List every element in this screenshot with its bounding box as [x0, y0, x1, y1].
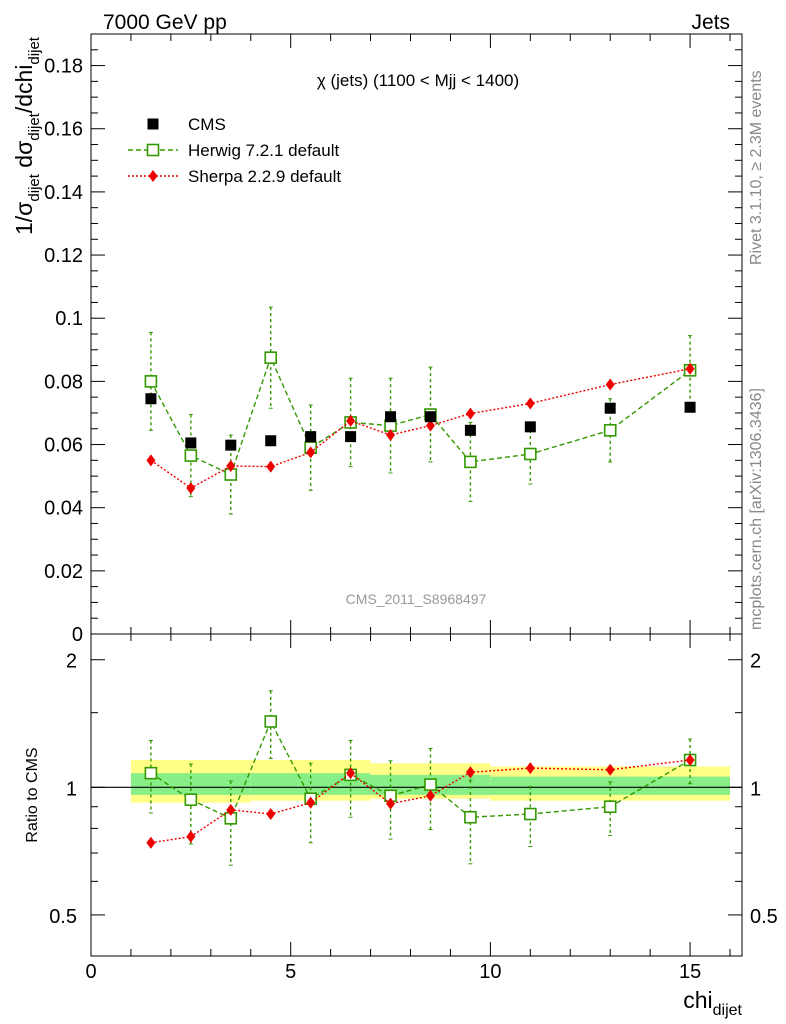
main-cms-point [684, 401, 696, 413]
main-sherpa-point [226, 460, 236, 472]
ratio-sherpa-point [425, 789, 435, 802]
main-herwig-point [603, 424, 617, 437]
main-sherpa-point [465, 407, 475, 420]
ratio-sherpa-point [465, 766, 475, 779]
legend-herwig-marker [146, 143, 160, 157]
ratio-herwig-point [424, 778, 437, 791]
legend-cms-marker [147, 118, 159, 130]
ratio-herwig-point [144, 766, 158, 780]
ratio-y-tick-label: 2 [66, 651, 77, 673]
y-tick-label: 0.08 [44, 371, 83, 393]
ratio-herwig-point [524, 807, 537, 821]
y-tick-label: 0.04 [44, 498, 83, 520]
main-sherpa-point [685, 362, 695, 375]
main-sherpa-point [186, 482, 196, 495]
ratio-sherpa-point [306, 796, 316, 809]
ratio-herwig-point [464, 810, 477, 824]
ratio-sherpa-point [146, 836, 156, 849]
main-sherpa-point [306, 446, 316, 459]
ratio-sherpa-point [226, 803, 236, 816]
ratio-band-inner [490, 776, 731, 795]
main-sherpa-point [266, 460, 276, 473]
main-sherpa-point [525, 397, 535, 410]
main-herwig-line [150, 355, 691, 476]
y-tick-label: 0.1 [55, 308, 83, 330]
legend-herwig-label: Herwig 7.2.1 default [188, 141, 339, 160]
x-tick-label: 0 [85, 961, 96, 983]
ratio-sherpa-point [186, 830, 196, 843]
watermark: CMS_2011_S8968497 [346, 591, 487, 607]
ratio-herwig-point [264, 715, 278, 728]
ratio-y-tick-label: 0.5 [49, 906, 77, 928]
legend-sherpa-marker [148, 170, 158, 182]
ratio-frame [90, 633, 743, 957]
main-herwig-point [184, 449, 198, 462]
x-tick-label: 5 [285, 961, 296, 983]
main-cms-point [265, 435, 277, 447]
main-cms-point [524, 421, 536, 433]
main-cms-point [385, 411, 397, 423]
main-sherpa-line [150, 368, 691, 489]
main-sherpa-point [386, 429, 396, 442]
main-sherpa-point [346, 414, 356, 427]
ratio-sherpa-point [386, 797, 396, 810]
y-tick-label: 0.14 [44, 182, 83, 204]
x-tick-label: 10 [479, 961, 501, 983]
ratio-y-tick-label: 1 [750, 778, 761, 800]
main-cms-point [145, 393, 157, 405]
y-tick-label: 0.06 [44, 435, 83, 457]
ratio-panel: 0 5 10 15 0.5 0.5 1 1 2 2 [49, 633, 778, 983]
main-cms-point [345, 431, 357, 443]
mcplots-label: mcplots.cern.ch [arXiv:1306.3436] [748, 388, 765, 630]
ratio-y-tick-label: 2 [750, 651, 761, 673]
ratio-y-axis-label: Ratio to CMS [24, 747, 41, 842]
ratio-y-tick-label: 1 [66, 778, 77, 800]
x-tick-label: 15 [679, 961, 701, 983]
ratio-sherpa-point [525, 762, 535, 775]
main-cms-point [225, 439, 237, 451]
ratio-sherpa-point [605, 763, 615, 776]
legend-sherpa-label: Sherpa 2.2.9 default [188, 167, 341, 186]
main-cms-point [604, 402, 616, 414]
main-sherpa-point [425, 419, 435, 432]
main-cms-point [185, 437, 197, 449]
ratio-sherpa-point [266, 808, 276, 821]
ratio-y-tick-label: 0.5 [750, 906, 778, 928]
y-tick-label: 0.12 [44, 245, 83, 267]
main-herwig-point [464, 455, 477, 469]
header-right: Jets [691, 11, 730, 34]
rivet-label: Rivet 3.1.10, ≥ 2.3M events [748, 70, 765, 265]
main-cms-point [305, 431, 317, 443]
header-left: 7000 GeV pp [103, 11, 227, 34]
ratio-herwig-point [184, 793, 198, 806]
ratio-herwig-line [150, 719, 691, 820]
ratio-sherpa-line [150, 759, 691, 844]
main-y-axis-label: 1/σdijet dσdijet/dchidijet [11, 36, 43, 235]
ratio-sherpa-point [685, 754, 695, 767]
legend-cms-label: CMS [188, 115, 226, 134]
main-panel: 0 0.02 0.04 0.06 0.08 0.1 0.12 0.14 0.16 0.18 χ (j… [44, 33, 743, 646]
main-sherpa-point [146, 454, 156, 467]
main-sherpa-point [605, 378, 615, 391]
y-tick-label: 0.02 [44, 561, 83, 583]
y-tick-label: 0 [72, 624, 83, 646]
main-herwig-point [144, 375, 158, 388]
y-tick-label: 0.18 [44, 56, 83, 78]
main-cms-point [424, 411, 436, 423]
ratio-herwig-point [603, 800, 617, 814]
x-axis-label: chidijet [683, 987, 742, 1019]
y-tick-label: 0.16 [44, 119, 83, 141]
main-herwig-point [264, 351, 278, 364]
chart-title: χ (jets) (1100 < Mjj < 1400) [317, 71, 519, 90]
main-cms-point [464, 424, 476, 436]
main-herwig-point [524, 447, 537, 461]
ratio-sherpa-point [346, 767, 356, 780]
